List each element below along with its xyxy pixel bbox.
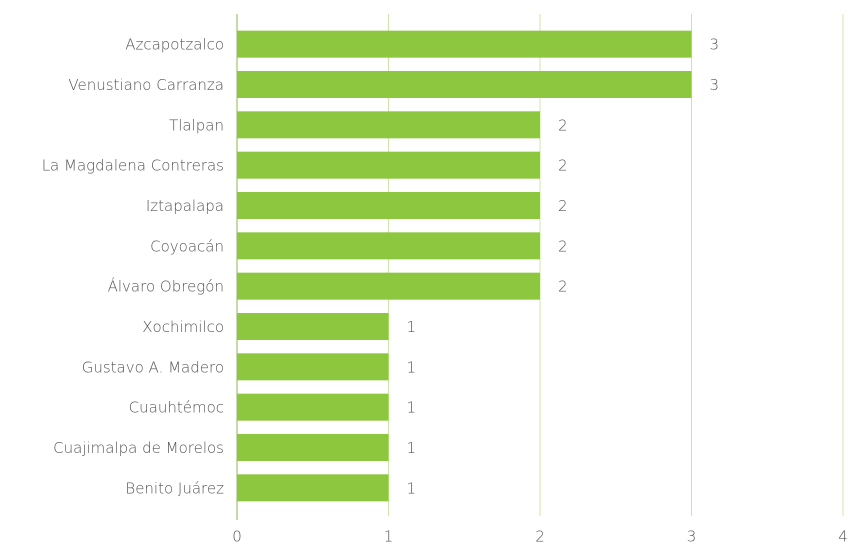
- bar: [237, 111, 540, 139]
- bar: [237, 434, 389, 461]
- value-label: 3: [710, 76, 720, 94]
- y-tick-label: La Magdalena Contreras: [42, 157, 224, 175]
- bar: [237, 151, 540, 179]
- value-label: 1: [407, 479, 417, 497]
- bar: [237, 393, 389, 421]
- y-tick-label: Tlalpan: [169, 116, 224, 134]
- bar: [237, 30, 692, 58]
- y-tick-label: Cuauhtémoc: [129, 399, 224, 417]
- value-label: 2: [558, 157, 568, 175]
- x-tick-label: 2: [535, 528, 545, 546]
- y-tick-label: Coyoacán: [150, 237, 224, 255]
- y-tick-label: Cuajimalpa de Morelos: [53, 439, 224, 457]
- bar: [237, 272, 540, 300]
- value-label: 1: [407, 399, 417, 417]
- value-label: 2: [558, 197, 568, 215]
- y-tick-label: Xochimilco: [142, 318, 224, 336]
- value-label: 1: [407, 439, 417, 457]
- x-tick-label: 0: [232, 528, 242, 546]
- y-tick-label: Iztapalapa: [146, 197, 224, 215]
- y-tick-label: Benito Juárez: [125, 479, 224, 497]
- x-tick-label: 1: [384, 528, 394, 546]
- value-label: 2: [558, 237, 568, 255]
- bar: [237, 71, 692, 98]
- bar: [237, 353, 389, 381]
- x-tick-label: 3: [687, 528, 697, 546]
- bar: [237, 313, 389, 340]
- bar: [237, 232, 540, 260]
- y-tick-label: Gustavo A. Madero: [82, 358, 224, 376]
- value-label: 1: [407, 358, 417, 376]
- value-label: 1: [407, 318, 417, 336]
- y-tick-label: Azcapotzalco: [125, 36, 224, 54]
- y-tick-label: Álvaro Obregón: [108, 277, 224, 296]
- value-label: 2: [558, 278, 568, 296]
- y-tick-label: Venustiano Carranza: [68, 76, 224, 94]
- bar: [237, 192, 540, 219]
- x-tick-label: 4: [838, 528, 848, 546]
- value-label: 2: [558, 116, 568, 134]
- value-label: 3: [710, 36, 720, 54]
- bar: [237, 474, 389, 502]
